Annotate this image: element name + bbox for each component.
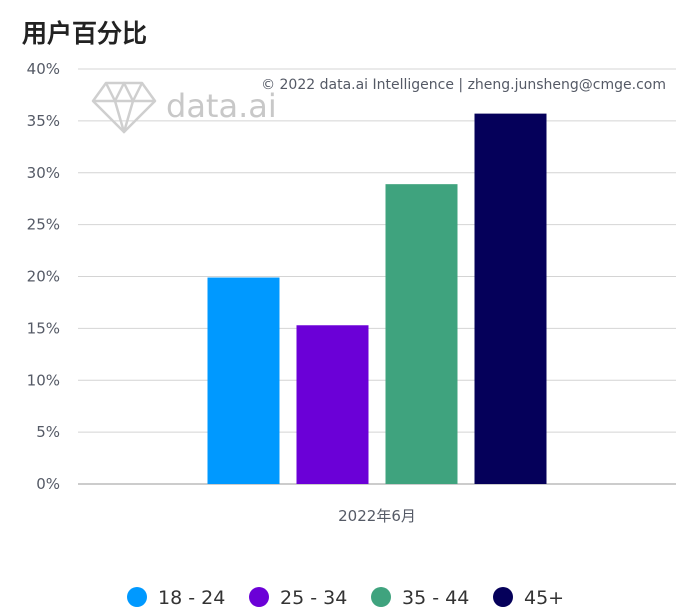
chart-title: 用户百分比 — [22, 19, 148, 48]
y-tick-label: 10% — [27, 371, 60, 389]
grid-lines — [78, 68, 676, 485]
legend-item[interactable]: 18 - 24 — [127, 587, 225, 609]
y-tick-label: 15% — [27, 319, 60, 337]
legend-label: 18 - 24 — [158, 587, 225, 609]
legend-item[interactable]: 35 - 44 — [371, 587, 469, 609]
legend-item[interactable]: 25 - 34 — [249, 587, 347, 609]
y-tick-label: 30% — [27, 164, 60, 182]
copyright-text: © 2022 data.ai Intelligence | zheng.juns… — [261, 77, 666, 93]
y-tick-label: 25% — [27, 216, 60, 234]
legend-swatch — [249, 587, 269, 607]
legend-label: 25 - 34 — [280, 587, 347, 609]
legend-label: 45+ — [524, 587, 564, 609]
legend[interactable]: 18 - 24 25 - 34 35 - 44 45+ — [127, 587, 564, 609]
watermark-text: data.ai — [166, 87, 277, 125]
bar-2[interactable] — [296, 325, 369, 484]
bars — [207, 113, 547, 485]
bar-3[interactable] — [385, 184, 458, 484]
legend-swatch — [127, 587, 147, 607]
legend-swatch — [371, 587, 391, 607]
y-tick-label: 35% — [27, 112, 60, 130]
watermark: data.ai — [91, 81, 277, 134]
y-tick-label: 0% — [36, 475, 60, 493]
x-tick-label: 2022年6月 — [338, 507, 416, 525]
legend-item[interactable]: 45+ — [493, 587, 564, 609]
legend-label: 35 - 44 — [402, 587, 469, 609]
bar-1[interactable] — [207, 277, 280, 484]
diamond-icon — [91, 81, 157, 134]
y-tick-label: 40% — [27, 60, 60, 78]
y-tick-label: 5% — [36, 423, 60, 441]
y-tick-label: 20% — [27, 268, 60, 286]
bar-4[interactable] — [474, 113, 547, 485]
x-axis-ticks: 2022年6月 — [338, 507, 416, 525]
y-axis-ticks: 0% 5% 10% 15% 20% 25% 30% 35% 40% — [27, 60, 60, 493]
legend-swatch — [493, 587, 513, 607]
